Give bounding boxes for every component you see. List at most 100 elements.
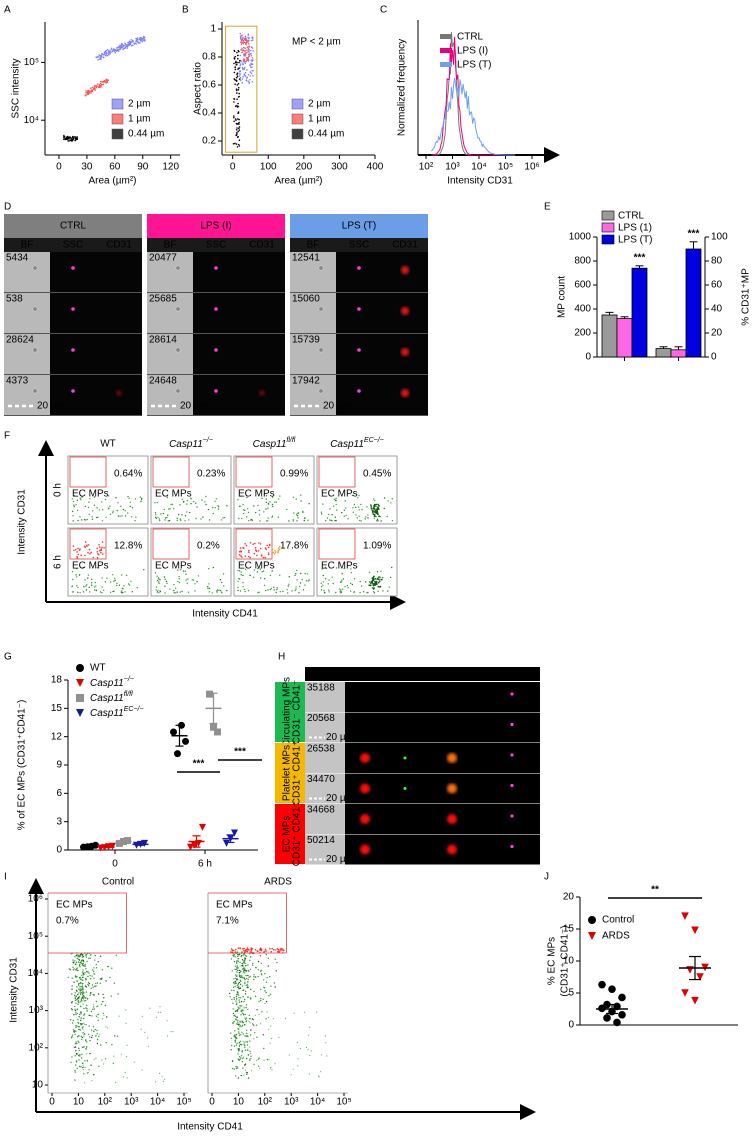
event-dot <box>90 1010 93 1013</box>
event-dot <box>89 957 91 959</box>
event-dot <box>156 1016 158 1018</box>
event-dot <box>132 39 134 42</box>
event-dot <box>249 71 252 73</box>
event-dot <box>108 53 110 56</box>
event-dot <box>244 1044 246 1046</box>
event-dot <box>94 959 96 961</box>
event-dot <box>273 982 275 984</box>
event-dot <box>93 496 96 498</box>
event-dot <box>86 1010 88 1012</box>
event-dot <box>89 993 92 995</box>
event-dot <box>234 61 237 64</box>
event-dot <box>236 104 238 107</box>
event-dot <box>82 959 85 962</box>
scale-label: 20 µm <box>326 854 354 865</box>
event-dot <box>78 549 81 551</box>
event-dot <box>98 544 100 546</box>
event-dot <box>251 36 253 39</box>
particle-ssc <box>214 348 218 352</box>
event-dot <box>260 949 263 952</box>
event-dot <box>355 514 357 516</box>
event-dot <box>78 1059 80 1061</box>
event-dot <box>176 519 178 521</box>
particle-ssc <box>214 307 218 311</box>
event-dot <box>249 574 251 577</box>
event-dot <box>106 1016 108 1018</box>
event-dot <box>244 993 247 995</box>
event-dot <box>79 1001 82 1003</box>
event-dot <box>255 1024 258 1026</box>
event-dot <box>89 975 91 977</box>
event-dot <box>94 1028 97 1031</box>
event-dot <box>339 592 342 594</box>
event-dot <box>324 566 327 568</box>
event-dot <box>83 1035 85 1037</box>
event-dot <box>353 578 356 580</box>
event-dot <box>121 574 123 576</box>
group-header <box>290 214 428 238</box>
event-dot <box>82 1069 84 1071</box>
event-dot <box>70 1061 72 1064</box>
event-dot <box>106 48 109 51</box>
event-dot <box>76 585 78 587</box>
event-dot <box>77 1000 79 1003</box>
event-dot <box>101 969 104 971</box>
event-dot <box>265 508 267 510</box>
event-dot <box>103 589 105 591</box>
event-dot <box>113 982 116 984</box>
event-dot <box>372 579 374 582</box>
event-dot <box>234 1040 236 1042</box>
flow-cell <box>150 455 232 525</box>
event-dot <box>80 989 82 992</box>
x-tick-label: 10⁶ <box>524 162 539 173</box>
event-dot <box>298 585 301 588</box>
event-dot <box>237 136 239 139</box>
event-dot <box>267 553 270 556</box>
event-dot <box>105 1026 107 1028</box>
event-dot <box>79 978 82 981</box>
event-dot <box>116 582 118 584</box>
event-dot <box>156 501 158 504</box>
event-dot <box>124 515 127 517</box>
particle-ssc <box>357 266 361 270</box>
event-dot <box>71 139 73 141</box>
gate-label: EC MPs <box>321 489 358 500</box>
legend-label: CTRL <box>618 211 645 222</box>
event-dot <box>96 85 98 88</box>
event-dot <box>347 518 349 520</box>
event-dot <box>373 592 376 594</box>
particle-cd31 <box>259 390 265 396</box>
event-dot <box>241 41 244 44</box>
event-dot <box>228 992 231 995</box>
event-dot <box>276 589 278 591</box>
event-dot <box>102 993 104 996</box>
event-dot <box>246 1057 248 1060</box>
event-dot <box>88 982 91 985</box>
event-dot <box>242 62 244 64</box>
event-dot <box>236 960 238 962</box>
image-id: 34470 <box>307 774 335 785</box>
event-dot <box>129 501 131 503</box>
event-dot <box>274 501 276 503</box>
event-dot <box>81 971 84 973</box>
event-dot <box>250 949 253 952</box>
event-dot <box>97 1019 100 1021</box>
event-dot <box>90 87 92 89</box>
event-dot <box>340 589 342 591</box>
event-dot <box>258 1057 260 1059</box>
event-dot <box>266 1058 269 1061</box>
event-dot <box>264 547 267 549</box>
event-dot <box>90 582 93 584</box>
event-dot <box>251 47 254 49</box>
scale-label: 20 µm <box>37 401 65 412</box>
event-dot <box>342 578 345 580</box>
event-dot <box>212 512 214 515</box>
y-axis-label: Intensity CD31 <box>17 489 28 555</box>
event-dot <box>235 977 237 980</box>
event-dot <box>87 552 89 554</box>
event-dot <box>267 965 269 967</box>
event-dot <box>93 586 96 588</box>
event-dot <box>157 1011 159 1014</box>
event-dot <box>239 59 241 62</box>
event-dot <box>242 1040 244 1042</box>
